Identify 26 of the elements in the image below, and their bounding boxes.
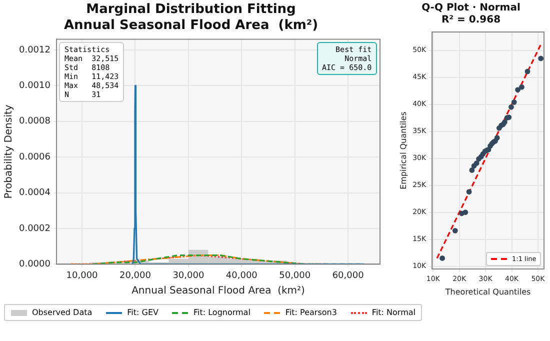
legend-label: Fit: GEV	[127, 308, 158, 317]
legend-label: Fit: Pearson3	[285, 308, 337, 317]
legend-label: Observed Data	[32, 308, 92, 317]
x-axis-title: Theoretical Quantiles	[444, 287, 531, 296]
y-tick-label: 0.0004	[18, 188, 51, 198]
y-tick-label: 0.0006	[18, 152, 51, 162]
y-tick-label: 0.0008	[18, 116, 51, 127]
y-tick-label: 0.0000	[18, 260, 51, 270]
y-tick-label: 0.0002	[18, 224, 50, 234]
legend-label: Fit: Normal	[372, 308, 416, 317]
x-tick-label: 60,000	[332, 270, 364, 281]
y-tick-label: 0.0012	[18, 45, 50, 56]
x-tick-label: 50,000	[279, 270, 311, 281]
y-tick-label: 0.0010	[18, 80, 51, 91]
chart-subtitle: R² = 0.968	[441, 14, 501, 26]
legend-label: Fit: Lognormal	[193, 308, 250, 317]
y-axis-title: Empirical Quantiles	[398, 112, 408, 190]
x-tick-label: 30,000	[172, 270, 204, 281]
x-tick-label: 40,000	[226, 270, 258, 281]
y-axis-title: Probability Density	[4, 104, 15, 199]
chart-title: Marginal Distribution Fitting	[86, 2, 296, 18]
x-tick-label: 10,000	[66, 270, 98, 281]
chart-subtitle: Annual Seasonal Flood Area (km²)	[64, 18, 318, 33]
chart-title: Q-Q Plot · Normal	[422, 2, 520, 14]
x-tick-label: 20,000	[119, 270, 152, 281]
x-axis-title: Annual Seasonal Flood Area (km²)	[132, 286, 306, 297]
